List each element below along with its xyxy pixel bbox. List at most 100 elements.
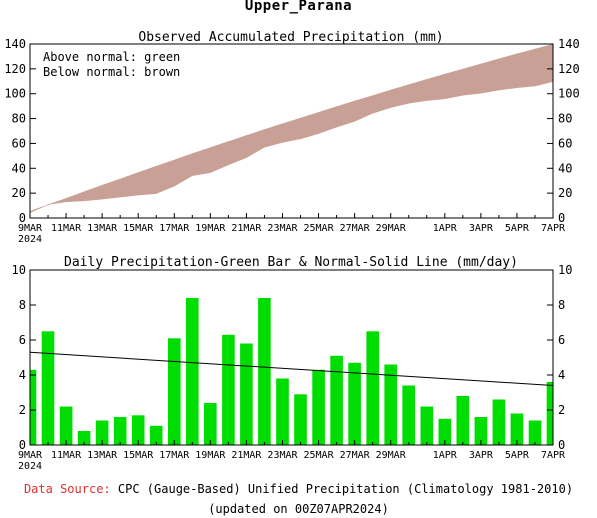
daily-precip-bar [330, 355, 343, 446]
top-x-tick-label: 15MAR [123, 223, 154, 234]
normal-daily-line [29, 351, 554, 386]
below-normal-area-segment [65, 191, 85, 203]
below-normal-area-segment [390, 84, 410, 108]
bottom-y-tick-label-right: 8 [558, 298, 565, 312]
bottom-y-tick-label-left: 8 [19, 298, 26, 312]
top-y-tick-label-right: 20 [558, 186, 572, 200]
top-y-tick-label-left: 120 [4, 62, 26, 76]
below-normal-area-segment [300, 111, 319, 140]
bottom-y-tick-label-right: 10 [558, 263, 572, 277]
bottom-x-tick-label: 3APR [469, 450, 494, 461]
below-normal-area-segment [47, 197, 67, 206]
daily-precip-bar [528, 420, 542, 445]
bottom-y-tick-label-right: 6 [558, 333, 565, 347]
top-x-tick-label: 9MAR [18, 223, 43, 234]
bottom-y-tick-label-right: 4 [558, 368, 565, 382]
below-normal-area-segment [174, 153, 193, 187]
daily-precip-bar [492, 399, 506, 445]
bottom-x-tick-label: 7APR [541, 450, 566, 461]
bottom-x-tick-label: 27MAR [340, 450, 371, 461]
daily-precipitation-panel: Daily Precipitation-Green Bar & Normal-S… [12, 255, 573, 472]
daily-precip-bar [312, 369, 325, 446]
daily-precip-bar [113, 417, 127, 445]
legend-note-below: Below normal: brown [43, 65, 180, 79]
below-normal-area-segment [228, 135, 247, 166]
below-normal-area-segment [444, 68, 464, 100]
top-x-year-label: 2024 [18, 234, 42, 245]
below-normal-area-segment [210, 141, 229, 174]
daily-precip-bar [30, 369, 37, 446]
top-x-tick-label: 21MAR [231, 223, 262, 234]
top-x-tick-label: 17MAR [159, 223, 190, 234]
below-normal-area-segment [318, 106, 337, 134]
below-normal-area-segment [119, 172, 139, 198]
below-normal-area-segment [192, 147, 211, 176]
top-x-tick-label: 5APR [505, 223, 530, 234]
daily-precip-bar [510, 413, 524, 445]
daily-precip-bar [240, 343, 253, 445]
daily-precip-bar [438, 418, 452, 446]
accumulated-precipitation-panel: Observed Accumulated Precipitation (mm) … [4, 30, 579, 245]
daily-precip-bar [59, 406, 73, 445]
daily-precip-bar [41, 331, 55, 446]
data-source-line: Data Source: CPC (Gauge-Based) Unified P… [0, 482, 597, 496]
top-plot-frame [29, 43, 554, 219]
below-normal-area-segment [246, 129, 265, 159]
daily-precip-bar [258, 298, 271, 445]
bottom-x-tick-label: 13MAR [87, 450, 118, 461]
below-normal-area-segment [534, 44, 554, 87]
top-y-tick-label-left: 140 [4, 37, 26, 51]
bottom-x-year-label: 2024 [18, 461, 42, 472]
below-normal-area-segment [264, 123, 283, 148]
top-y-tick-label-right: 0 [558, 211, 565, 225]
top-y-tick-label-left: 80 [12, 112, 26, 126]
updated-line: (updated on 00Z07APR2024) [208, 502, 389, 516]
top-y-tick-label-left: 100 [4, 87, 26, 101]
bottom-x-tick-label: 21MAR [231, 450, 262, 461]
top-x-tick-label: 1APR [433, 223, 458, 234]
daily-precip-bar [294, 394, 307, 446]
bottom-x-tick-label: 11MAR [51, 450, 82, 461]
bottom-x-tick-label: 17MAR [159, 450, 190, 461]
below-normal-area-segment [408, 78, 428, 104]
daily-precip-bar [456, 396, 470, 445]
top-x-tick-label: 13MAR [87, 223, 118, 234]
top-x-tick-label: 11MAR [51, 223, 82, 234]
top-y-tick-label-right: 80 [558, 112, 572, 126]
bottom-x-tick-label: 9MAR [18, 450, 43, 461]
top-x-tick-label: 25MAR [303, 223, 334, 234]
below-normal-area-segment [336, 100, 355, 128]
bottom-y-tick-label-right: 2 [558, 403, 565, 417]
below-normal-area-segment [426, 73, 446, 101]
top-x-tick-label: 23MAR [267, 223, 298, 234]
bottom-chart-title: Daily Precipitation-Green Bar & Normal-S… [64, 255, 518, 270]
bottom-y-tick-label-left: 6 [19, 333, 26, 347]
top-y-tick-label-right: 140 [558, 37, 580, 51]
daily-precip-bar [276, 378, 289, 445]
top-y-tick-label-left: 60 [12, 136, 26, 150]
bottom-plot-frame [29, 269, 554, 446]
top-axes: 0 0 20 20 40 40 60 60 80 80 100 100 120 120 140 140 9MAR… [4, 37, 579, 245]
top-x-tick-label: 27MAR [340, 223, 371, 234]
bottom-axes: 0 0 2 2 4 4 6 6 8 8 10 10 9MAR 11MAR 13MAR 15MAR 17MAR 19… [12, 263, 573, 472]
bottom-x-tick-label: 1APR [433, 450, 458, 461]
below-normal-area-segment [282, 117, 301, 143]
daily-precip-bar [204, 403, 217, 445]
top-y-tick-label-right: 60 [558, 136, 572, 150]
top-area-layer [29, 44, 554, 214]
below-normal-area-segment [137, 165, 157, 196]
daily-precip-bar [402, 385, 415, 445]
bottom-y-tick-label-left: 2 [19, 403, 26, 417]
below-normal-area-segment [498, 53, 518, 91]
below-normal-area-segment [372, 89, 392, 114]
daily-precip-bar [348, 362, 361, 446]
legend-note-above: Above normal: green [43, 50, 180, 64]
top-x-tick-label: 7APR [541, 223, 566, 234]
below-normal-area-segment [354, 95, 374, 122]
below-normal-area-segment [83, 184, 103, 202]
bottom-x-tick-label: 29MAR [376, 450, 407, 461]
bottom-x-tick-label: 23MAR [267, 450, 298, 461]
top-y-tick-label-right: 100 [558, 87, 580, 101]
daily-precip-bar [131, 415, 145, 446]
